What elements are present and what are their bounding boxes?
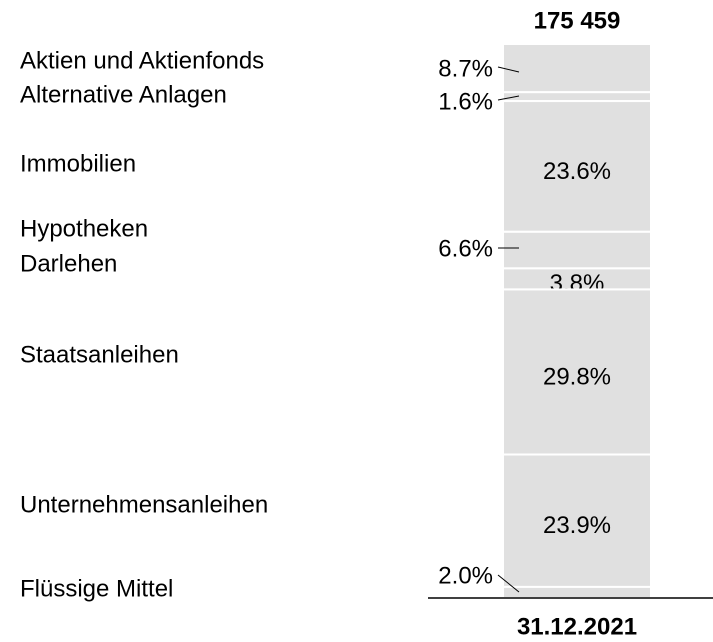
leader-line bbox=[497, 574, 520, 593]
legend-label: Alternative Anlagen bbox=[20, 81, 227, 108]
value-label: 8.7% bbox=[438, 55, 493, 82]
bar-segment bbox=[502, 230, 652, 270]
bar-segment bbox=[502, 43, 652, 94]
category-label: 31.12.2021 bbox=[517, 613, 637, 640]
value-label: 23.9% bbox=[543, 512, 611, 539]
bar-segment bbox=[502, 91, 652, 103]
value-label: 23.6% bbox=[543, 158, 611, 185]
bar-segment bbox=[502, 585, 652, 599]
legend-label: Staatsanleihen bbox=[20, 341, 179, 368]
leader-line bbox=[497, 66, 520, 73]
value-label: 2.0% bbox=[438, 562, 493, 589]
value-label: 1.6% bbox=[438, 88, 493, 115]
total-label: 175 459 bbox=[534, 7, 621, 34]
leader-line bbox=[497, 95, 520, 101]
legend-label: Immobilien bbox=[20, 150, 136, 177]
legend-label: Aktien und Aktienfonds bbox=[20, 47, 264, 74]
legend-label: Unternehmensanleihen bbox=[20, 491, 268, 518]
bar-segment bbox=[502, 100, 652, 233]
value-label: 6.6% bbox=[438, 235, 493, 262]
value-label: 29.8% bbox=[543, 363, 611, 390]
legend-label: Darlehen bbox=[20, 250, 117, 277]
legend-label: Flüssige Mittel bbox=[20, 575, 173, 602]
legend-label: Hypotheken bbox=[20, 215, 148, 242]
